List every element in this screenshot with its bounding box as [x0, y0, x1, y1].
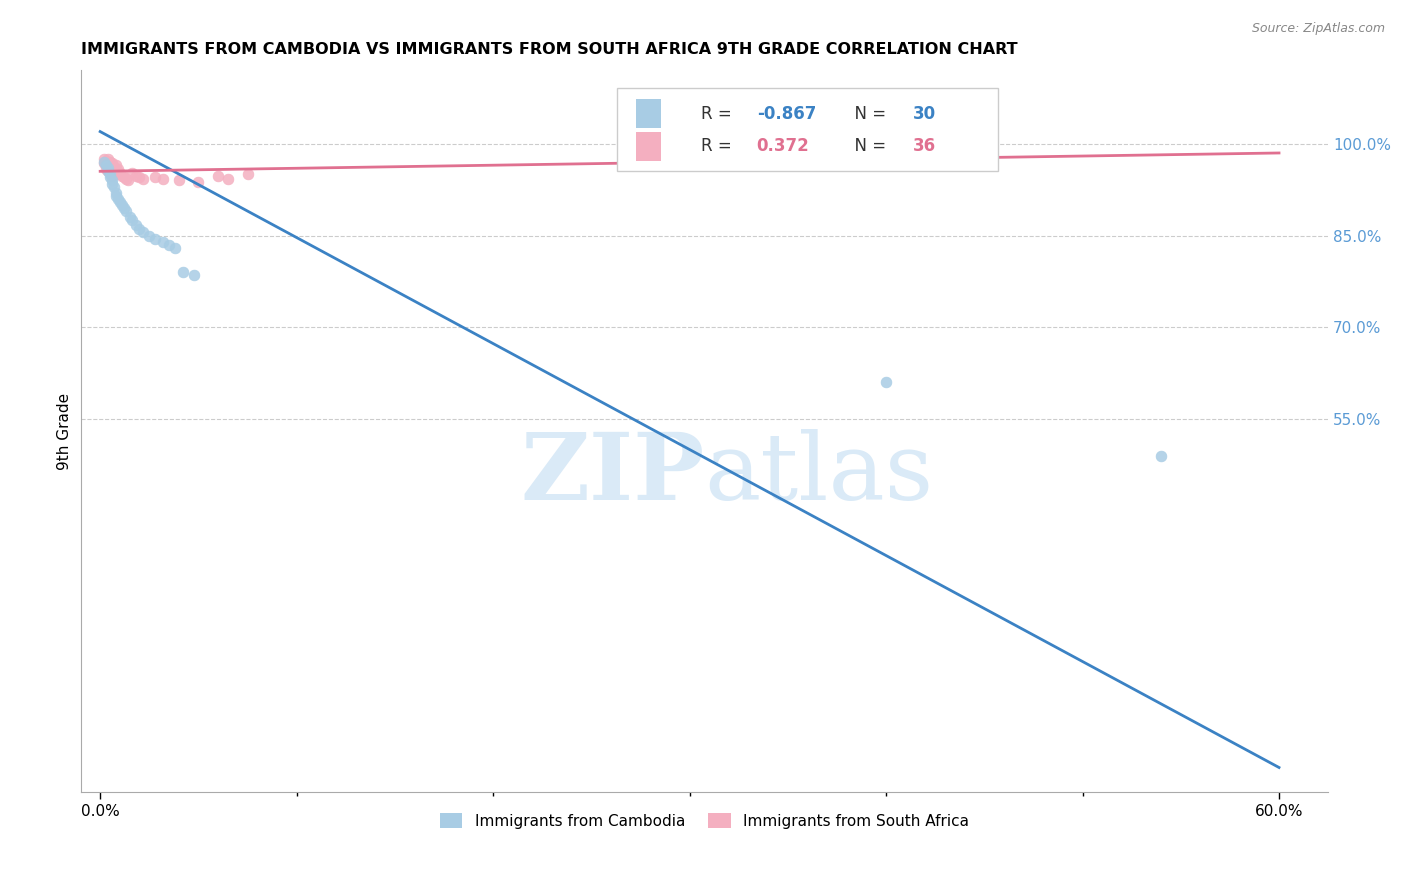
- Point: [93, 152, 115, 166]
- Text: 30: 30: [912, 104, 936, 123]
- Point: [94, 153, 117, 168]
- FancyBboxPatch shape: [636, 132, 661, 161]
- Point: [104, 186, 127, 200]
- Point: [121, 213, 143, 227]
- Point: [103, 179, 125, 194]
- Point: [117, 173, 139, 187]
- Point: [101, 173, 124, 187]
- Point: [104, 188, 127, 202]
- Text: 0.372: 0.372: [756, 137, 810, 155]
- Point: [97, 164, 120, 178]
- Point: [94, 158, 117, 172]
- Point: [98, 167, 121, 181]
- Point: [103, 160, 125, 174]
- Text: R =: R =: [700, 104, 737, 123]
- Point: [132, 226, 155, 240]
- Point: [111, 169, 134, 183]
- Point: [163, 241, 186, 255]
- Point: [101, 177, 124, 191]
- Point: [94, 162, 117, 177]
- Point: [114, 204, 136, 219]
- Text: atlas: atlas: [704, 429, 934, 519]
- Point: [93, 155, 115, 169]
- FancyBboxPatch shape: [617, 88, 997, 171]
- Point: [112, 170, 135, 185]
- Point: [167, 173, 190, 187]
- FancyBboxPatch shape: [636, 99, 661, 128]
- Text: 36: 36: [912, 137, 936, 155]
- Point: [132, 172, 155, 186]
- Point: [101, 162, 124, 177]
- Text: N =: N =: [844, 104, 891, 123]
- Point: [108, 166, 131, 180]
- Point: [236, 167, 259, 181]
- Point: [97, 160, 120, 174]
- Text: IMMIGRANTS FROM CAMBODIA VS IMMIGRANTS FROM SOUTH AFRICA 9TH GRADE CORRELATION C: IMMIGRANTS FROM CAMBODIA VS IMMIGRANTS F…: [80, 42, 1017, 57]
- Point: [217, 172, 239, 186]
- Point: [104, 167, 127, 181]
- Text: Source: ZipAtlas.com: Source: ZipAtlas.com: [1251, 22, 1385, 36]
- Point: [98, 170, 121, 185]
- Text: ZIP: ZIP: [520, 429, 704, 519]
- Point: [1150, 449, 1173, 463]
- Point: [101, 169, 124, 183]
- Point: [98, 161, 121, 176]
- Point: [128, 170, 150, 185]
- Text: R =: R =: [700, 137, 737, 155]
- Point: [152, 235, 174, 249]
- Point: [138, 228, 160, 243]
- Point: [114, 172, 136, 186]
- Point: [118, 210, 141, 224]
- Point: [157, 237, 180, 252]
- Point: [112, 201, 135, 215]
- Point: [97, 164, 120, 178]
- Point: [104, 158, 127, 172]
- Point: [183, 268, 205, 283]
- Point: [143, 170, 166, 185]
- Point: [152, 172, 174, 186]
- Text: -0.867: -0.867: [756, 104, 815, 123]
- Point: [98, 166, 121, 180]
- Point: [111, 198, 134, 212]
- Point: [98, 155, 121, 169]
- Point: [124, 169, 146, 183]
- Point: [103, 164, 125, 178]
- Point: [108, 194, 131, 209]
- Y-axis label: 9th Grade: 9th Grade: [58, 392, 72, 470]
- Point: [128, 222, 150, 236]
- Point: [121, 166, 143, 180]
- Point: [94, 158, 117, 172]
- Point: [101, 156, 124, 170]
- Point: [97, 161, 120, 176]
- Legend: Immigrants from Cambodia, Immigrants from South Africa: Immigrants from Cambodia, Immigrants fro…: [433, 806, 976, 835]
- Point: [93, 156, 115, 170]
- Point: [107, 162, 129, 177]
- Text: N =: N =: [844, 137, 891, 155]
- Point: [172, 265, 194, 279]
- Point: [97, 152, 120, 166]
- Point: [875, 376, 897, 390]
- Point: [124, 218, 146, 232]
- Point: [187, 175, 209, 189]
- Point: [143, 231, 166, 245]
- Point: [107, 192, 129, 206]
- Point: [207, 169, 229, 183]
